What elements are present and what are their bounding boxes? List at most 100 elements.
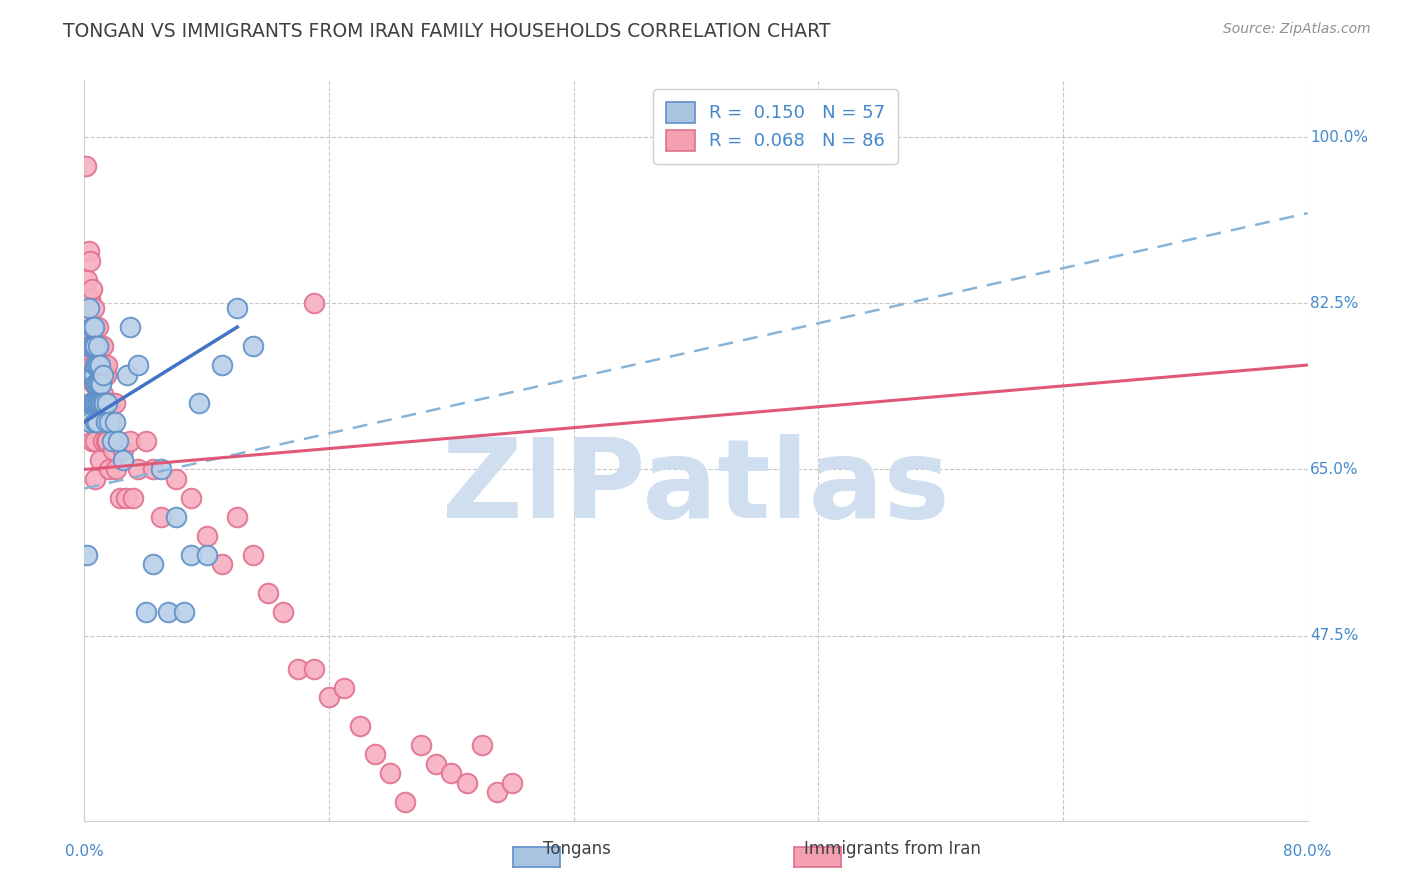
Point	[101, 415, 124, 429]
Point	[157, 605, 180, 619]
Point	[107, 434, 129, 448]
Point	[108, 491, 131, 505]
Point	[77, 244, 100, 259]
Point	[87, 339, 110, 353]
Point	[111, 453, 134, 467]
Point	[107, 434, 129, 448]
Point	[87, 358, 110, 372]
Point	[87, 396, 110, 410]
Point	[226, 301, 249, 315]
Point	[86, 415, 108, 429]
Point	[97, 415, 120, 429]
Point	[93, 396, 115, 410]
Point	[211, 558, 233, 572]
Point	[83, 377, 105, 392]
Text: Source: ZipAtlas.com: Source: ZipAtlas.com	[1223, 22, 1371, 37]
Point	[271, 605, 294, 619]
Point	[89, 396, 111, 410]
Point	[76, 548, 98, 562]
Point	[83, 339, 105, 353]
Point	[98, 396, 121, 410]
Point	[195, 529, 218, 543]
Text: 100.0%: 100.0%	[1310, 129, 1368, 145]
Text: Tongans: Tongans	[543, 840, 610, 858]
Point	[111, 443, 134, 458]
Point	[84, 415, 107, 429]
Point	[349, 719, 371, 733]
Point	[76, 272, 98, 286]
Point	[93, 358, 115, 372]
Point	[104, 396, 127, 410]
Point	[188, 396, 211, 410]
Point	[90, 377, 112, 392]
Point	[83, 320, 105, 334]
Point	[91, 396, 114, 410]
Point	[76, 339, 98, 353]
Point	[83, 339, 105, 353]
Legend: R =  0.150   N = 57, R =  0.068   N = 86: R = 0.150 N = 57, R = 0.068 N = 86	[654, 89, 898, 163]
Point	[101, 434, 124, 448]
Point	[83, 301, 105, 315]
Point	[80, 434, 103, 448]
Point	[84, 434, 107, 448]
Point	[486, 785, 509, 799]
Point	[257, 586, 280, 600]
Point	[79, 253, 101, 268]
Point	[165, 509, 187, 524]
Point	[96, 396, 118, 410]
Point	[135, 605, 157, 619]
Point	[80, 282, 103, 296]
Point	[91, 386, 114, 401]
Point	[89, 339, 111, 353]
Point	[242, 339, 264, 353]
Point	[149, 462, 172, 476]
Point	[409, 738, 432, 752]
Point	[127, 358, 149, 372]
Point	[104, 415, 127, 429]
Point	[94, 368, 117, 382]
Point	[94, 415, 117, 429]
Point	[75, 159, 97, 173]
Text: 65.0%: 65.0%	[1310, 462, 1358, 477]
Point	[80, 320, 103, 334]
Point	[105, 462, 128, 476]
Point	[318, 690, 340, 705]
Point	[77, 339, 100, 353]
Point	[380, 766, 402, 780]
Point	[86, 377, 108, 392]
Point	[79, 292, 101, 306]
Point	[97, 462, 120, 476]
Point	[115, 368, 138, 382]
Point	[83, 415, 105, 429]
Point	[86, 358, 108, 372]
Text: 47.5%: 47.5%	[1310, 628, 1358, 643]
Point	[122, 491, 145, 505]
Point	[195, 548, 218, 562]
Point	[94, 434, 117, 448]
Point	[89, 377, 111, 392]
Point	[84, 377, 107, 392]
Point	[456, 775, 478, 789]
Point	[77, 339, 100, 353]
Point	[333, 681, 356, 695]
Point	[84, 396, 107, 410]
Point	[114, 491, 136, 505]
Point	[80, 396, 103, 410]
Point	[502, 775, 524, 789]
Point	[120, 434, 142, 448]
Point	[440, 766, 463, 780]
Point	[79, 396, 101, 410]
Point	[302, 662, 325, 676]
Text: 80.0%: 80.0%	[1284, 845, 1331, 859]
Point	[80, 320, 103, 334]
Point	[89, 415, 111, 429]
Point	[86, 377, 108, 392]
Point	[471, 738, 494, 752]
Point	[84, 396, 107, 410]
Text: 82.5%: 82.5%	[1310, 296, 1358, 310]
Point	[135, 434, 157, 448]
Text: 0.0%: 0.0%	[65, 845, 104, 859]
Point	[93, 415, 115, 429]
Point	[84, 358, 107, 372]
Point	[90, 415, 112, 429]
